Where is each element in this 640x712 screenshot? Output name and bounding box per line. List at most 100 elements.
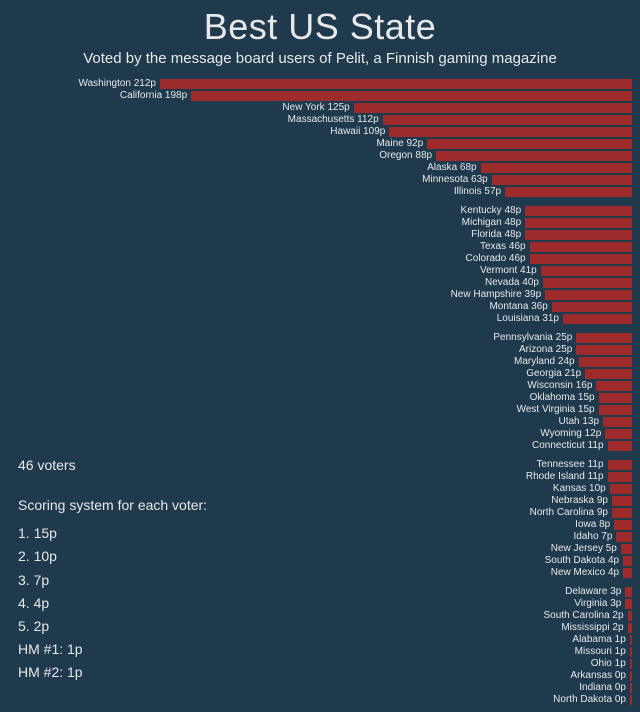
bar-row: California 198p <box>0 90 632 101</box>
score-line: 4. 4p <box>18 592 207 615</box>
bar-label: Delaware 3p <box>565 586 625 597</box>
bar <box>576 333 632 343</box>
bar-label: New York 125p <box>282 102 353 113</box>
chart-group: Kentucky 48pMichigan 48pFlorida 48pTexas… <box>0 205 632 324</box>
bar <box>505 187 632 197</box>
bar-row: Connecticut 11p <box>0 440 632 451</box>
bar-label: New Hampshire 39p <box>451 289 546 300</box>
bar-row: Vermont 41p <box>0 265 632 276</box>
bar-label: New Jersey 5p <box>551 543 621 554</box>
bar-label: Iowa 8p <box>575 519 614 530</box>
bar-label: Hawaii 109p <box>330 126 389 137</box>
bar-row: Wyoming 12p <box>0 428 632 439</box>
chart-group: Pennsylvania 25pArizona 25pMaryland 24pG… <box>0 332 632 451</box>
bar-row: New York 125p <box>0 102 632 113</box>
bar <box>612 496 632 506</box>
bar-row: Nevada 40p <box>0 277 632 288</box>
bar-row: Kentucky 48p <box>0 205 632 216</box>
bar-label: Montana 36p <box>489 301 551 312</box>
bar <box>630 695 632 705</box>
score-line: 5. 2p <box>18 615 207 638</box>
bar-label: Massachusetts 112p <box>288 114 383 125</box>
bar <box>628 623 632 633</box>
bar-row: Illinois 57p <box>0 186 632 197</box>
bar-row: Maine 92p <box>0 138 632 149</box>
bar-row: Louisiana 31p <box>0 313 632 324</box>
bar <box>563 314 632 324</box>
bar-row: West Virginia 15p <box>0 404 632 415</box>
bar-label: West Virginia 15p <box>517 404 599 415</box>
bar <box>610 484 632 494</box>
bar <box>614 520 632 530</box>
bar-row: Oregon 88p <box>0 150 632 161</box>
bar-row: Texas 46p <box>0 241 632 252</box>
bar-label: Connecticut 11p <box>532 440 608 451</box>
bar-label: Oregon 88p <box>379 150 436 161</box>
score-line: 2. 10p <box>18 545 207 568</box>
bar-row: Arizona 25p <box>0 344 632 355</box>
bar <box>436 151 632 161</box>
bar <box>354 103 632 113</box>
bar <box>605 429 632 439</box>
bar-label: California 198p <box>120 90 191 101</box>
bar <box>585 369 632 379</box>
sidebar-info: 46 voters Scoring system for each voter:… <box>18 454 207 684</box>
bar <box>525 218 632 228</box>
bar-label: Pennsylvania 25p <box>493 332 576 343</box>
chart-group: Washington 212pCalifornia 198p New York 1… <box>0 78 632 197</box>
bar <box>612 508 632 518</box>
bar-label: Rhode Island 11p <box>526 471 608 482</box>
bar-label: Alaska 68p <box>427 162 480 173</box>
bar-row: Massachusetts 112p <box>0 114 632 125</box>
bar <box>625 587 632 597</box>
bar <box>616 532 632 542</box>
bar-label: Kansas 10p <box>553 483 610 494</box>
scoring-title: Scoring system for each voter: <box>18 494 207 516</box>
bar <box>608 441 632 451</box>
bar <box>628 611 632 621</box>
bar-row: Michigan 48p <box>0 217 632 228</box>
bar <box>630 671 632 681</box>
bar <box>389 127 632 137</box>
bar <box>525 206 632 216</box>
bar <box>596 381 632 391</box>
bar-label: Nebraska 9p <box>551 495 612 506</box>
bar <box>160 79 632 89</box>
bar <box>492 175 632 185</box>
score-line: 1. 15p <box>18 522 207 545</box>
bar-label: Washington 212p <box>79 78 160 89</box>
bar-label: Arkansas 0p <box>570 670 630 681</box>
bar <box>576 345 632 355</box>
bar-label: Kentucky 48p <box>461 205 526 216</box>
bar-label: Virginia 3p <box>574 598 625 609</box>
bar-label: South Carolina 2p <box>544 610 628 621</box>
bar <box>481 163 632 173</box>
bar <box>608 472 632 482</box>
bar-label: Florida 48p <box>471 229 525 240</box>
bar-row: Maryland 24p <box>0 356 632 367</box>
bar-label: Maine 92p <box>376 138 427 149</box>
bar <box>623 568 632 578</box>
bar <box>541 266 632 276</box>
bar-label: Missouri 1p <box>575 646 630 657</box>
bar-label: Georgia 21p <box>526 368 585 379</box>
bar-label: North Carolina 9p <box>530 507 612 518</box>
score-line: HM #2: 1p <box>18 661 207 684</box>
bar-row: Montana 36p <box>0 301 632 312</box>
bar <box>552 302 632 312</box>
bar-label: Illinois 57p <box>454 186 505 197</box>
bar-label: Michigan 48p <box>462 217 525 228</box>
bar <box>427 139 632 149</box>
bar-label: Louisiana 31p <box>497 313 563 324</box>
bar <box>630 647 632 657</box>
bar-label: Maryland 24p <box>514 356 579 367</box>
score-line: HM #1: 1p <box>18 638 207 661</box>
score-line: 3. 7p <box>18 569 207 592</box>
bar <box>603 417 632 427</box>
bar-label: Colorado 46p <box>466 253 530 264</box>
bar-row: Minnesota 63p <box>0 174 632 185</box>
bar-row: Pennsylvania 25p <box>0 332 632 343</box>
bar <box>623 556 632 566</box>
bar-label: Vermont 41p <box>480 265 541 276</box>
bar <box>545 290 632 300</box>
